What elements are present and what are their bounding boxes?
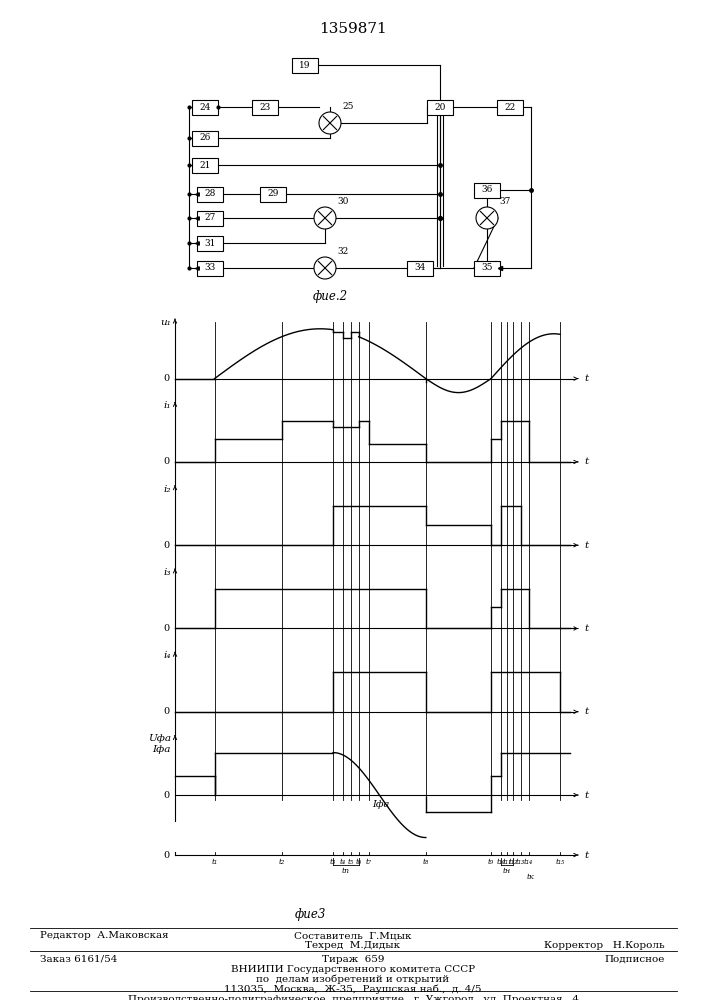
- Text: Редактор  А.Маковская: Редактор А.Маковская: [40, 931, 169, 940]
- Text: фие3: фие3: [294, 908, 326, 921]
- Text: 19: 19: [299, 60, 311, 70]
- Text: 23: 23: [259, 103, 271, 111]
- Text: Подписное: Подписное: [604, 955, 665, 964]
- Text: 22: 22: [504, 103, 515, 111]
- Text: i₁: i₁: [163, 401, 171, 410]
- Text: t₆: t₆: [356, 858, 362, 866]
- Text: t₂: t₂: [279, 858, 285, 866]
- Text: 113035,  Москва,  Ж-35,  Раушская наб.,  д. 4/5: 113035, Москва, Ж-35, Раушская наб., д. …: [224, 985, 481, 994]
- Circle shape: [476, 207, 498, 229]
- Bar: [474, 260, 500, 275]
- Bar: [197, 186, 223, 202]
- Text: 21: 21: [199, 160, 211, 169]
- Text: 26: 26: [199, 133, 211, 142]
- Text: tп: tп: [342, 867, 350, 875]
- Bar: [427, 100, 453, 114]
- Text: t₈: t₈: [423, 858, 429, 866]
- Text: t: t: [584, 851, 588, 860]
- Text: t₁₄: t₁₄: [524, 858, 533, 866]
- Text: 0: 0: [163, 541, 169, 550]
- Bar: [497, 100, 523, 114]
- Text: 24: 24: [199, 103, 211, 111]
- Text: tн: tн: [503, 867, 511, 875]
- Text: t₉: t₉: [488, 858, 494, 866]
- Text: t₁: t₁: [211, 858, 218, 866]
- Text: 36: 36: [481, 186, 493, 194]
- Text: фие.2: фие.2: [312, 290, 348, 303]
- Text: Uфа
Iфа: Uфа Iфа: [148, 734, 171, 754]
- Circle shape: [319, 112, 341, 134]
- Text: 29: 29: [267, 190, 279, 198]
- Text: 1359871: 1359871: [319, 22, 387, 36]
- Text: 28: 28: [204, 190, 216, 198]
- Text: 31: 31: [204, 238, 216, 247]
- Text: t: t: [584, 791, 588, 800]
- Text: 0: 0: [163, 707, 169, 716]
- Text: t₅: t₅: [348, 858, 354, 866]
- Bar: [192, 100, 218, 114]
- Text: t₁₃: t₁₃: [516, 858, 525, 866]
- Bar: [260, 186, 286, 202]
- Text: Iфа: Iфа: [372, 800, 389, 809]
- Text: 0: 0: [163, 457, 169, 466]
- Text: 0: 0: [163, 624, 169, 633]
- Text: 20: 20: [434, 103, 445, 111]
- Text: t₄: t₄: [340, 858, 346, 866]
- Text: i₂: i₂: [163, 485, 171, 494]
- Text: t₁₅: t₁₅: [556, 858, 565, 866]
- Text: Тираж  659: Тираж 659: [322, 955, 384, 964]
- Circle shape: [314, 207, 336, 229]
- Text: 37: 37: [499, 197, 510, 206]
- Text: t₁₀: t₁₀: [496, 858, 506, 866]
- Text: t₃: t₃: [330, 858, 336, 866]
- Text: Заказ 6161/54: Заказ 6161/54: [40, 955, 117, 964]
- Bar: [197, 260, 223, 275]
- Text: t: t: [584, 624, 588, 633]
- Bar: [474, 182, 500, 198]
- Text: по  делам изобретений и открытий: по делам изобретений и открытий: [257, 975, 450, 984]
- Text: t: t: [584, 707, 588, 716]
- Text: 30: 30: [337, 197, 349, 206]
- Bar: [407, 260, 433, 275]
- Text: 33: 33: [204, 263, 216, 272]
- Text: t₇: t₇: [366, 858, 372, 866]
- Text: 0: 0: [163, 374, 169, 383]
- Circle shape: [314, 257, 336, 279]
- Bar: [197, 235, 223, 250]
- Bar: [197, 211, 223, 226]
- Text: tк: tк: [527, 873, 534, 881]
- Bar: [252, 100, 278, 114]
- Text: i₃: i₃: [163, 568, 171, 577]
- Text: 34: 34: [414, 263, 426, 272]
- Text: Техред  М.Дидык: Техред М.Дидык: [305, 941, 401, 950]
- Text: t: t: [584, 457, 588, 466]
- Text: i₄: i₄: [163, 651, 171, 660]
- Text: 27: 27: [204, 214, 216, 223]
- Text: 0: 0: [163, 851, 169, 860]
- Text: t₁₂: t₁₂: [508, 858, 518, 866]
- Text: Составитель  Г.Мцык: Составитель Г.Мцык: [294, 931, 411, 940]
- Text: 0: 0: [163, 791, 169, 800]
- Text: t: t: [584, 541, 588, 550]
- Text: 25: 25: [342, 102, 354, 111]
- Bar: [192, 157, 218, 172]
- Text: u₁: u₁: [160, 318, 171, 327]
- Text: Производственно-полиграфическое  предприятие,  г. Ужгород,  ул. Проектная,  4: Производственно-полиграфическое предприя…: [127, 995, 578, 1000]
- Text: t₁₁: t₁₁: [502, 858, 511, 866]
- Text: Корректор   Н.Король: Корректор Н.Король: [544, 941, 665, 950]
- Text: ВНИИПИ Государственного комитета СССР: ВНИИПИ Государственного комитета СССР: [231, 965, 475, 974]
- Bar: [292, 57, 318, 73]
- Text: t: t: [584, 374, 588, 383]
- Text: 35: 35: [481, 263, 493, 272]
- Text: 32: 32: [337, 247, 349, 256]
- Bar: [192, 130, 218, 145]
